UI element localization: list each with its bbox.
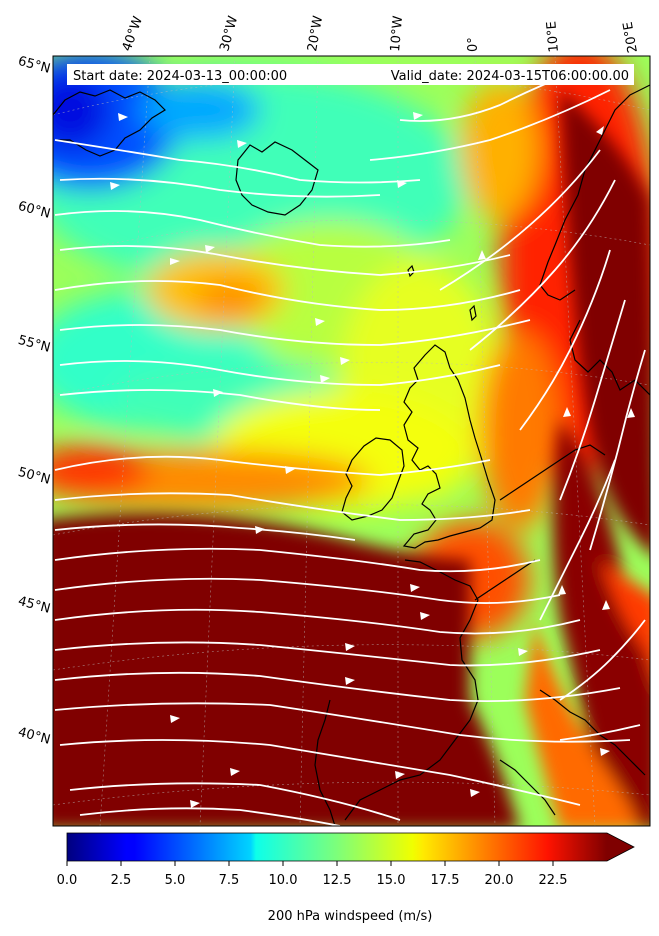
lon-label: 30°W <box>217 14 241 53</box>
lon-label: 40°W <box>120 14 146 53</box>
colorbar-tick-label: 20.0 <box>485 873 514 888</box>
colorbar-title: 200 hPa windspeed (m/s) <box>268 909 433 924</box>
lat-label: 55°N <box>16 333 52 356</box>
colorbar-extend-arrow <box>607 833 634 861</box>
windspeed-field <box>53 56 650 826</box>
colorbar-tick-label: 7.5 <box>219 873 240 888</box>
lon-label: 20°W <box>305 15 326 53</box>
streamline-arrows <box>110 112 635 808</box>
colorbar-tick-label: 0.0 <box>57 873 78 888</box>
colorbar-tick-label: 2.5 <box>111 873 132 888</box>
lon-label: 0° <box>466 37 481 52</box>
colorbar: 0.0 2.5 5.0 7.5 10.0 12.5 15.0 17.5 20.0 22.5 200… <box>57 832 635 924</box>
valid-date-box <box>367 64 634 85</box>
colorbar-tick-label: 10.0 <box>269 873 298 888</box>
start-date-label: Start date: 2024-03-13_00:00:00 <box>73 69 287 84</box>
start-date-box <box>67 64 367 85</box>
colorbar-gradient <box>67 833 607 861</box>
lon-label: 10°W <box>388 15 406 52</box>
lat-label: 65°N <box>16 54 52 77</box>
colorbar-tick-label: 15.0 <box>377 873 406 888</box>
lat-label: 50°N <box>16 465 52 488</box>
longitude-labels: 40°W 30°W 20°W 10°W 0° 10°E 20°E <box>120 14 641 54</box>
lon-label: 10°E <box>544 21 562 53</box>
colorbar-tick-label: 22.5 <box>539 873 568 888</box>
colorbar-ticks: 0.0 2.5 5.0 7.5 10.0 12.5 15.0 17.5 20.0 22.5 <box>57 861 568 888</box>
map-frame <box>52 55 651 827</box>
streamlines <box>54 69 646 826</box>
latitude-labels: 65°N 60°N 55°N 50°N 45°N 40°N <box>16 54 52 748</box>
lon-label: 20°E <box>621 21 641 54</box>
lat-label: 45°N <box>16 594 52 617</box>
lat-label: 60°N <box>16 199 52 222</box>
colorbar-tick-label: 12.5 <box>323 873 352 888</box>
coastlines <box>53 84 650 826</box>
colorbar-tick-label: 17.5 <box>431 873 460 888</box>
lat-label: 40°N <box>16 725 52 748</box>
colorbar-tick-label: 5.0 <box>165 873 186 888</box>
valid-date-label: Valid_date: 2024-03-15T06:00:00.00 <box>391 69 629 84</box>
